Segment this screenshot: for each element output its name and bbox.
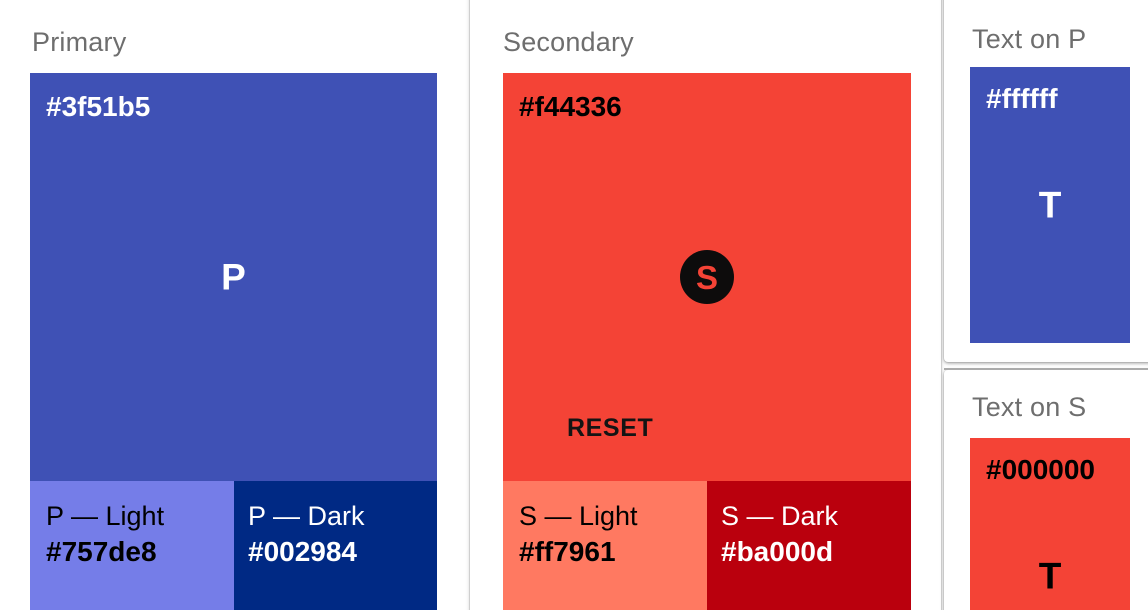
text-on-p-swatch: #ffffff T <box>970 67 1130 343</box>
primary-dark-label: P — Dark <box>248 501 365 531</box>
secondary-label: Secondary <box>503 27 634 57</box>
primary-main-hex: #3f51b5 <box>46 91 151 122</box>
secondary-light-label: S — Light <box>519 501 638 531</box>
secondary-badge-letter: S <box>695 258 718 296</box>
secondary-dark-hex: #ba000d <box>721 536 834 567</box>
text-on-s-swatch: #000000 T <box>970 438 1130 610</box>
secondary-light-swatch: S — Light #ff7961 <box>503 481 707 610</box>
primary-letter: P <box>221 256 246 298</box>
secondary-main-swatch: #f44336 S RESET <box>503 73 911 481</box>
primary-dark-hex: #002984 <box>248 536 358 567</box>
secondary-light-hex: #ff7961 <box>519 536 616 567</box>
primary-light-hex: #757de8 <box>46 536 157 567</box>
primary-light-label: P — Light <box>46 501 165 531</box>
text-on-s-label: Text on S <box>972 392 1087 422</box>
primary-light-swatch: P — Light #757de8 <box>30 481 234 610</box>
primary-dark-swatch: P — Dark #002984 <box>234 481 437 610</box>
primary-label: Primary <box>32 27 127 57</box>
text-on-p-letter: T <box>1038 184 1062 226</box>
text-on-p-label: Text on P <box>972 24 1087 54</box>
secondary-letter-badge[interactable]: S <box>680 250 734 304</box>
secondary-main-hex: #f44336 <box>519 91 622 122</box>
secondary-dark-swatch: S — Dark #ba000d <box>707 481 911 610</box>
text-on-s-letter: T <box>1038 555 1062 597</box>
text-on-s-hex: #000000 <box>986 454 1096 485</box>
text-on-p-hex: #ffffff <box>986 83 1058 114</box>
primary-main-swatch: #3f51b5 P <box>30 73 437 481</box>
right-panel-divider <box>944 368 1148 370</box>
secondary-dark-label: S — Dark <box>721 501 839 531</box>
reset-button[interactable]: RESET <box>567 414 654 442</box>
